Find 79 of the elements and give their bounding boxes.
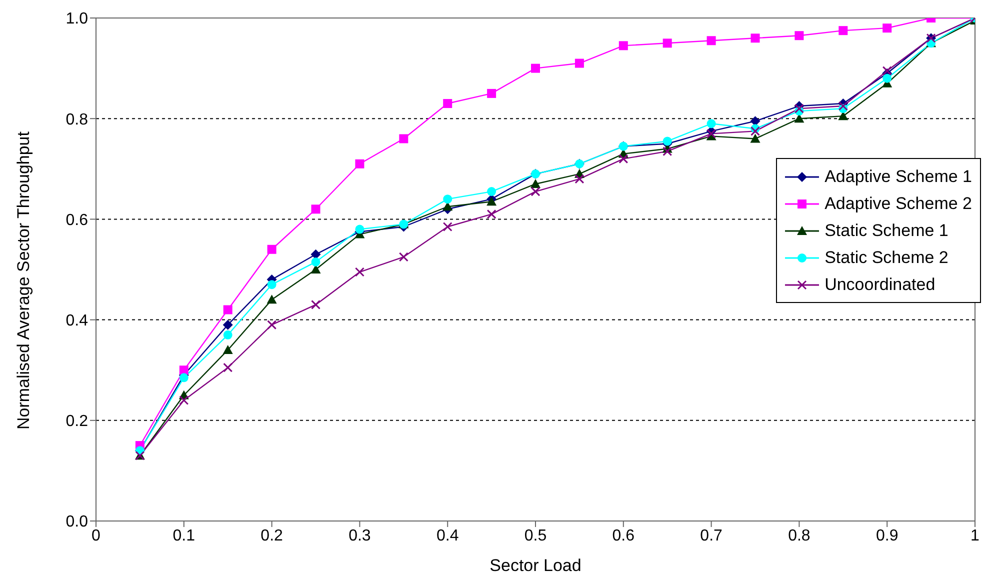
point <box>223 305 232 314</box>
point <box>618 41 628 50</box>
point <box>574 58 584 68</box>
point <box>838 101 848 111</box>
point <box>443 194 452 204</box>
point <box>355 224 364 234</box>
point <box>706 119 716 128</box>
point <box>311 257 320 266</box>
point <box>267 280 276 290</box>
x-tick-label: 0.6 <box>612 527 635 544</box>
x-tick-label: 0.1 <box>172 527 196 544</box>
point <box>838 111 848 120</box>
point <box>750 34 760 43</box>
point <box>486 196 497 206</box>
point <box>530 178 540 188</box>
point <box>838 26 848 36</box>
point <box>662 136 672 146</box>
y-tick-label: 0.4 <box>66 312 88 330</box>
point <box>179 366 188 375</box>
x-tick-label: 0.2 <box>260 527 284 544</box>
point <box>794 31 804 40</box>
x-tick-label: 0.7 <box>700 527 723 544</box>
point <box>267 244 276 254</box>
point <box>398 252 408 262</box>
point <box>750 134 760 143</box>
x-tick-label: 0.5 <box>524 527 547 544</box>
point <box>311 300 320 310</box>
x-tick-label: 0.4 <box>436 527 459 544</box>
point <box>310 249 321 260</box>
y-tick-label: 0.2 <box>66 413 88 430</box>
x-tick-label: 1 <box>970 527 980 544</box>
point <box>794 104 804 114</box>
legend-label: Static Scheme 2 <box>824 248 948 268</box>
point <box>442 202 453 211</box>
legend-label: Adaptive Scheme 2 <box>824 194 972 214</box>
point <box>399 134 408 144</box>
point <box>442 222 452 232</box>
point <box>618 154 628 164</box>
point <box>355 159 364 168</box>
point <box>223 362 233 372</box>
legend-label: Static Scheme 1 <box>824 220 948 240</box>
point <box>443 99 452 108</box>
y-tick-label: 0.8 <box>66 111 88 128</box>
point <box>662 38 672 48</box>
point <box>882 74 892 83</box>
x-tick-label: 0.9 <box>876 527 898 544</box>
legend-label: Uncoordinated <box>824 274 936 294</box>
y-tick-label: 0.0 <box>66 514 88 531</box>
y-tick-label: 0.6 <box>66 212 88 229</box>
point <box>487 187 496 196</box>
point <box>750 126 760 136</box>
point <box>882 24 892 33</box>
point <box>179 396 189 406</box>
legend-label: Adaptive Scheme 1 <box>824 166 972 186</box>
point <box>267 320 277 330</box>
x-axis-title: Sector Load <box>490 556 582 575</box>
x-tick-label: 0.3 <box>348 527 371 544</box>
point <box>706 36 716 46</box>
point <box>882 66 892 76</box>
y-tick-label: 1.0 <box>66 10 88 28</box>
point <box>179 373 188 382</box>
point <box>310 264 321 274</box>
point <box>530 186 540 196</box>
point <box>662 146 672 156</box>
point <box>266 294 277 304</box>
point <box>223 330 232 340</box>
point <box>222 320 233 330</box>
point <box>354 267 364 277</box>
point <box>486 209 496 219</box>
point <box>311 204 320 214</box>
point <box>794 114 804 123</box>
point <box>222 344 233 354</box>
x-tick-label: 0 <box>92 527 101 544</box>
point <box>706 128 716 138</box>
y-axis-title: Normalised Average Sector Throughput <box>14 131 34 430</box>
x-tick-label: 0.8 <box>788 527 810 544</box>
point <box>531 64 540 73</box>
point <box>487 88 496 98</box>
point <box>574 174 584 184</box>
